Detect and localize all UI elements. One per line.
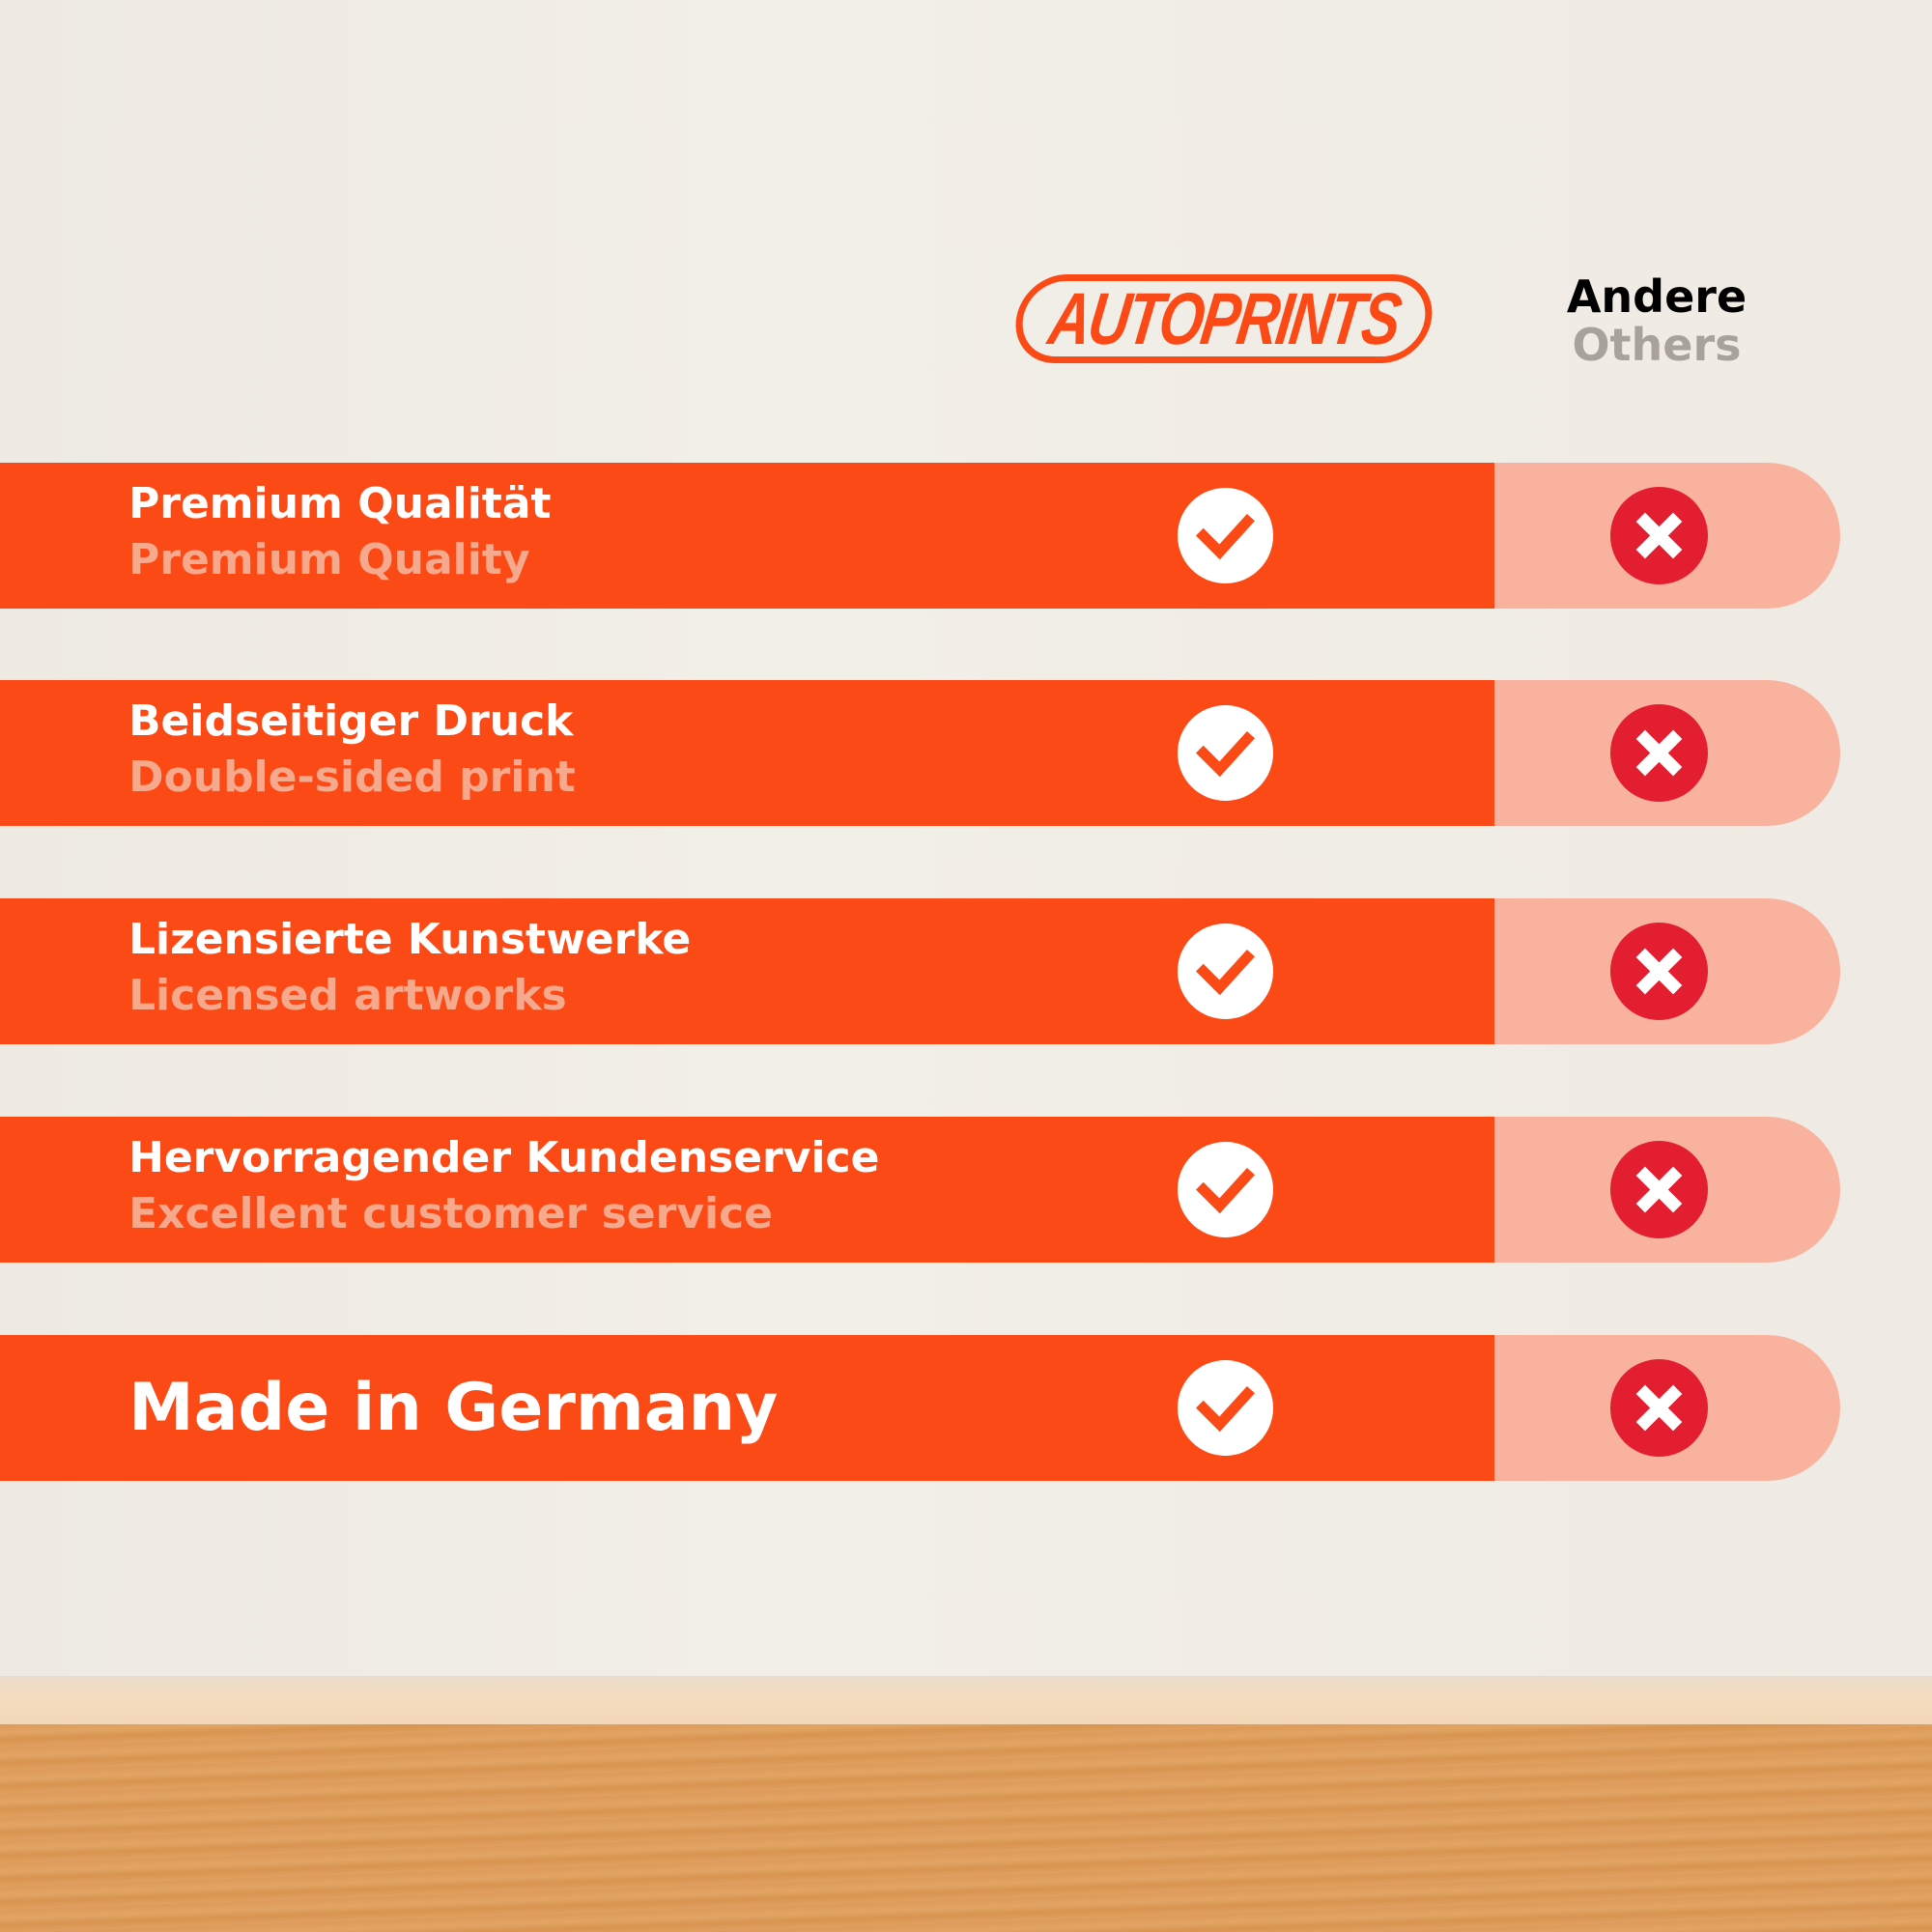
check-icon [1178, 705, 1273, 801]
feature-en: Premium Quality [128, 535, 530, 584]
cross-icon [1610, 1359, 1708, 1457]
others-label-de: Andere [1566, 270, 1747, 323]
feature-label: Premium Qualität Premium Quality [128, 476, 552, 588]
comparison-row: Lizensierte Kunstwerke Licensed artworks [0, 898, 1840, 1044]
cross-icon [1610, 487, 1708, 584]
feature-label: Lizensierte Kunstwerke Licensed artworks [128, 912, 691, 1024]
comparison-row: Premium Qualität Premium Quality [0, 463, 1840, 609]
baseboard [0, 1676, 1932, 1726]
feature-de: Hervorragender Kundenservice [128, 1133, 880, 1182]
check-icon [1178, 1360, 1273, 1456]
feature-label: Hervorragender Kundenservice Excellent cu… [128, 1130, 879, 1242]
cross-icon [1610, 704, 1708, 802]
feature-de: Beidseitiger Druck [128, 696, 574, 746]
feature-en: Excellent customer service [128, 1189, 774, 1238]
feature-label: Made in Germany [128, 1370, 779, 1446]
feature-label: Beidseitiger Druck Double-sided print [128, 694, 576, 806]
wooden-floor [0, 1724, 1932, 1932]
check-icon [1178, 923, 1273, 1019]
feature-de: Premium Qualität [128, 479, 552, 528]
check-icon [1178, 1142, 1273, 1237]
others-column-header: Andere Others [1507, 272, 1806, 369]
others-label-en: Others [1572, 319, 1742, 371]
cross-icon [1610, 1141, 1708, 1238]
comparison-row: Beidseitiger Druck Double-sided print [0, 680, 1840, 826]
comparison-row: Hervorragender Kundenservice Excellent cu… [0, 1117, 1840, 1263]
feature-en: Double-sided print [128, 753, 576, 802]
comparison-row: Made in Germany [0, 1335, 1840, 1481]
cross-icon [1610, 923, 1708, 1020]
feature-de: Lizensierte Kunstwerke [128, 915, 692, 964]
check-icon [1178, 488, 1273, 583]
feature-en: Licensed artworks [128, 971, 567, 1020]
autoprints-logo: AUTOPRINTS [1009, 274, 1438, 363]
